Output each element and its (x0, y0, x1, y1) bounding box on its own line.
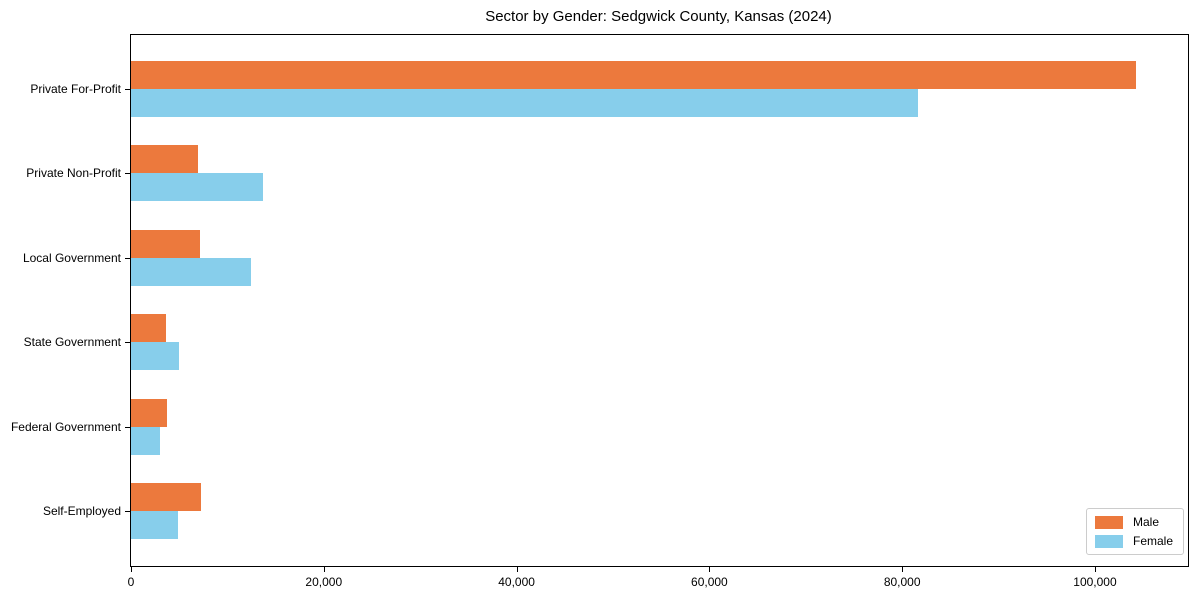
legend-entry-male: Male (1094, 515, 1173, 529)
bar-female-local-government (131, 257, 251, 286)
bar-female-self-employed (131, 511, 179, 539)
chart-title: Sector by Gender: Sedgwick County, Kansa… (485, 8, 832, 25)
xtick-mark-40000 (516, 567, 518, 572)
xtick-label-20000: 20,000 (305, 575, 343, 589)
bar-male-federal-government (131, 398, 167, 427)
xtick-mark-100000 (1094, 567, 1096, 572)
legend-label-male: Male (1132, 515, 1159, 529)
ytick-label-federal-government: Federal Government (10, 419, 121, 434)
xtick-mark-80000 (902, 567, 904, 572)
bar-female-private-non-profit (131, 173, 264, 202)
bar-female-federal-government (131, 426, 160, 455)
ytick-mark-private-non-profit (125, 173, 131, 175)
bar-male-private-for-profit (131, 61, 1137, 89)
bar-female-state-government (131, 342, 180, 371)
ytick-label-local-government: Local Government (22, 250, 121, 265)
ytick-mark-federal-government (125, 426, 131, 428)
bar-male-local-government (131, 229, 201, 258)
legend-swatch-male (1094, 515, 1123, 529)
legend-label-female: Female (1132, 534, 1173, 548)
legend-entry-female: Female (1094, 534, 1173, 548)
bar-male-private-non-profit (131, 145, 199, 174)
bar-male-state-government (131, 314, 166, 343)
ytick-mark-private-for-profit (125, 89, 131, 90)
ytick-label-self-employed: Self-Employed (42, 504, 121, 518)
bar-male-self-employed (131, 483, 202, 511)
ytick-label-private-non-profit: Private Non-Profit (26, 166, 121, 181)
bar-female-private-for-profit (131, 89, 918, 117)
xtick-mark-0 (131, 567, 132, 572)
ytick-label-state-government: State Government (23, 335, 121, 350)
legend: Male Female (1085, 508, 1184, 555)
xtick-label-60000: 60,000 (691, 575, 728, 589)
xtick-label-40000: 40,000 (498, 575, 535, 589)
xtick-label-80000: 80,000 (883, 575, 921, 589)
xtick-label-100000: 100,000 (1073, 575, 1117, 589)
legend-swatch-female (1094, 534, 1123, 548)
xtick-mark-60000 (709, 567, 711, 572)
xtick-mark-20000 (323, 567, 325, 572)
xtick-label-0: 0 (127, 575, 135, 589)
ytick-mark-self-employed (125, 511, 131, 512)
ytick-label-private-for-profit: Private For-Profit (30, 82, 121, 96)
plot-area: Male Female Private For-Profit Private No… (11, 34, 1189, 589)
ytick-mark-local-government (125, 257, 131, 259)
ytick-mark-state-government (125, 342, 131, 344)
